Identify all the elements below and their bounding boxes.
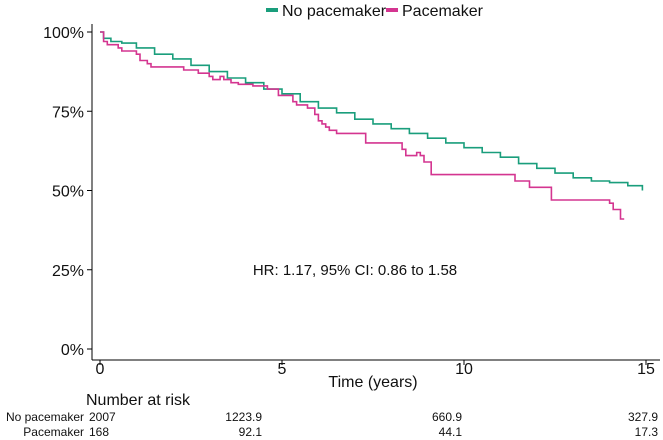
risk-value-pacemaker-t5: 92.1 (239, 425, 263, 439)
series-line-pacemaker (100, 31, 625, 220)
y-ticks: 0% 25% 50% 75% 100% (43, 25, 92, 359)
risk-table-title: Number at risk (86, 392, 191, 409)
risk-value-no-pacemaker-t15: 327.9 (628, 410, 658, 424)
series-layer (100, 31, 644, 220)
x-tick-label-10: 10 (455, 361, 473, 378)
risk-row-label-no-pacemaker: No pacemaker (6, 410, 84, 424)
x-ticks: 0 5 10 15 (96, 360, 655, 378)
risk-rows: No pacemaker 2007 1223.9 660.9 327.9 Pacemake… (6, 410, 658, 439)
x-tick-label-0: 0 (96, 361, 105, 378)
x-tick-label-15: 15 (637, 361, 655, 378)
y-tick-label-75: 75% (52, 104, 84, 121)
risk-value-no-pacemaker-t0: 2007 (89, 410, 116, 424)
risk-value-pacemaker-t10: 44.1 (439, 425, 463, 439)
risk-table: Number at risk No pacemaker 2007 1223.9 660… (6, 392, 658, 439)
y-tick-label-0: 0% (61, 342, 84, 359)
y-tick-label-25: 25% (52, 263, 84, 280)
legend-label-no-pacemaker[interactable]: No pacemaker (282, 3, 387, 20)
risk-value-pacemaker-t0: 168 (89, 425, 109, 439)
risk-row-label-pacemaker: Pacemaker (23, 425, 84, 439)
risk-value-no-pacemaker-t10: 660.9 (432, 410, 462, 424)
y-tick-label-100: 100% (43, 25, 84, 42)
risk-value-no-pacemaker-t5: 1223.9 (225, 410, 262, 424)
y-tick-label-50: 50% (52, 184, 84, 201)
series-line-no-pacemaker (100, 31, 644, 191)
legend: No pacemaker Pacemaker (266, 3, 484, 20)
x-tick-label-5: 5 (278, 361, 287, 378)
hazard-ratio-annotation: HR: 1.17, 95% CI: 0.86 to 1.58 (253, 262, 457, 279)
x-axis-label: Time (years) (328, 374, 417, 391)
risk-value-pacemaker-t15: 17.3 (635, 425, 659, 439)
legend-label-pacemaker[interactable]: Pacemaker (402, 3, 484, 20)
